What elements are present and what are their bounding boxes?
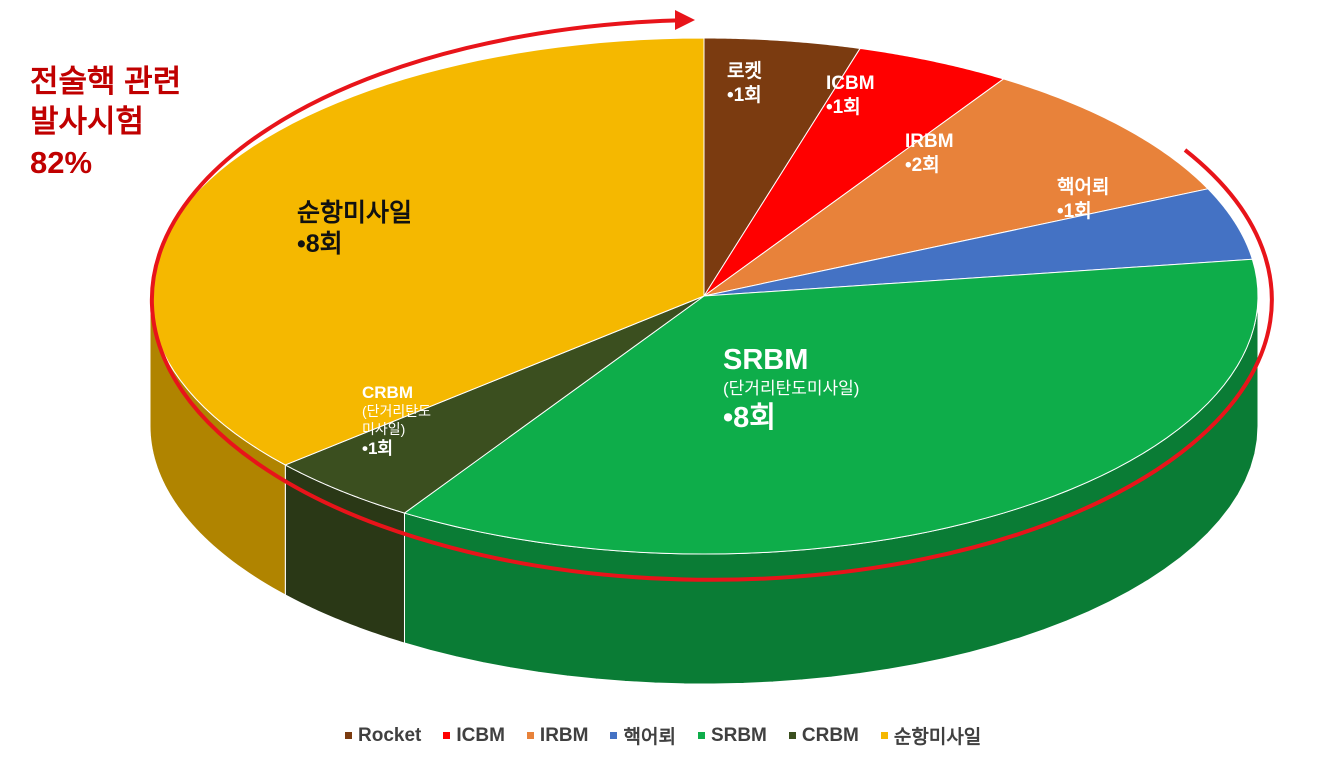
legend-label: Rocket — [358, 724, 422, 746]
legend-label: ICBM — [456, 724, 505, 746]
legend: Rocket ICBM IRBM 핵어뢰 SRBM CRBM 순항미사일 — [345, 722, 981, 749]
annotation: 전술핵 관련 발사시험 82% — [30, 62, 181, 183]
arrow-head-icon — [675, 10, 695, 30]
legend-item: SRBM — [697, 722, 767, 749]
legend-swatch — [880, 732, 888, 739]
legend-item: Rocket — [345, 722, 421, 749]
legend-item: 핵어뢰 — [610, 722, 676, 749]
legend-swatch — [610, 732, 618, 739]
legend-swatch — [788, 732, 796, 739]
legend-label: 순항미사일 — [893, 727, 982, 748]
legend-item: CRBM — [788, 722, 859, 749]
annotation-line1: 전술핵 관련 — [30, 64, 182, 99]
label-cruise: 순항미사일 •8회 — [297, 199, 413, 259]
legend-item: 순항미사일 — [880, 722, 982, 749]
label-crbm: CRBM (단거리탄도 미사일) •1회 — [362, 383, 432, 459]
slice-CRBM — [284, 295, 705, 514]
slice-ICBM — [703, 47, 1005, 297]
label-srbm: SRBM (단거리탄도미사일) •8회 — [723, 344, 860, 434]
legend-item: IRBM — [526, 722, 589, 749]
label-icbm: ICBM •1회 — [826, 73, 875, 118]
annotation-percent: 82% — [30, 144, 93, 180]
slice-핵어뢰 — [703, 188, 1254, 297]
annotation-arc — [149, 18, 1274, 582]
slice-SRBM — [403, 258, 1259, 555]
legend-label: CRBM — [801, 724, 859, 746]
label-torpedo: 핵어뢰 •1회 — [1057, 177, 1110, 222]
slice-IRBM — [703, 78, 1209, 297]
legend-swatch — [697, 732, 705, 739]
label-irbm: IRBM •2회 — [905, 131, 954, 176]
legend-label: SRBM — [710, 724, 767, 746]
annotation-line2: 발사시험 — [30, 104, 145, 140]
legend-swatch — [345, 732, 352, 739]
legend-swatch — [443, 732, 451, 739]
label-rocket: 로켓 •1회 — [727, 61, 762, 106]
legend-label: 핵어뢰 — [623, 727, 676, 748]
legend-item: ICBM — [443, 722, 505, 749]
slice-Rocket — [703, 37, 861, 298]
legend-label: IRBM — [539, 724, 589, 746]
legend-swatch — [526, 732, 534, 739]
